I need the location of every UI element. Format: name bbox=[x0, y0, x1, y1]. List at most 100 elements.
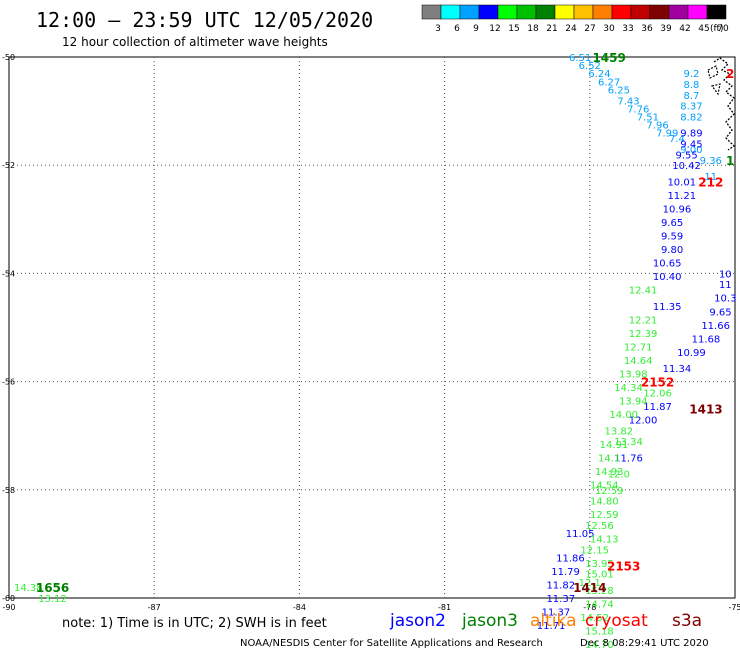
legend-label: 70 bbox=[717, 24, 729, 34]
y-tick-label: -54 bbox=[2, 269, 15, 278]
satellite-name: s3a bbox=[672, 611, 702, 631]
wave-height-value: 9.2 bbox=[683, 69, 699, 80]
legend-label: 33 bbox=[622, 24, 633, 34]
wave-height-value: 8.37 bbox=[680, 102, 702, 113]
wave-height-value: 15.01 bbox=[585, 570, 614, 581]
wave-height-value: 7.99 bbox=[656, 129, 678, 140]
y-tick-label: -56 bbox=[2, 378, 15, 387]
wave-height-value: 14.52 bbox=[580, 613, 609, 624]
page-subtitle: 12 hour collection of altimeter wave hei… bbox=[62, 35, 328, 49]
legend-swatch bbox=[535, 4, 556, 20]
wave-height-value: 11.66 bbox=[701, 321, 730, 332]
legend-label: 39 bbox=[660, 24, 672, 34]
legend-swatch bbox=[668, 4, 689, 20]
legend-label: 12 bbox=[489, 24, 500, 34]
legend-swatch bbox=[421, 4, 442, 20]
legend-label: 27 bbox=[584, 24, 595, 34]
satellite-name: jason2 bbox=[389, 611, 446, 631]
wave-height-value: 13.98 bbox=[619, 369, 648, 380]
legend-label: 42 bbox=[679, 24, 690, 34]
wave-height-value: 9.59 bbox=[661, 232, 683, 243]
footer-note: note: 1) Time is in UTC; 2) SWH is in fe… bbox=[62, 616, 327, 631]
legend-swatch bbox=[706, 4, 727, 20]
pass-time-label: 2152 bbox=[641, 376, 674, 390]
wave-height-value: 10.3 bbox=[714, 294, 736, 305]
legend-label: 36 bbox=[641, 24, 653, 34]
wave-height-value: 7.43 bbox=[617, 96, 639, 107]
legend-swatch bbox=[554, 4, 575, 20]
legend-unit-label: (ft) bbox=[710, 24, 724, 34]
legend-label: 15 bbox=[508, 24, 519, 34]
wave-height-value: 11.82 bbox=[546, 580, 575, 591]
wave-height-value: 8.8 bbox=[683, 80, 699, 91]
pass-time-label: 1413 bbox=[689, 403, 722, 417]
wave-height-labels: 6.516.526.246.276.257.437.767.517.967.99… bbox=[14, 53, 736, 650]
wave-height-value: 6.24 bbox=[588, 69, 610, 80]
legend-swatch bbox=[630, 4, 651, 20]
wave-height-value: 11.79 bbox=[551, 567, 580, 578]
axis-tick-labels: -50 -52 -54 -56 -58 -87 -84 -81 -78 -75 -60-90 bbox=[2, 53, 740, 612]
wave-height-value: 15.18 bbox=[585, 626, 614, 637]
pass-time-label: 1656 bbox=[36, 581, 69, 595]
legend-swatch bbox=[592, 4, 613, 20]
wave-height-value: 7.96 bbox=[646, 121, 668, 132]
wave-height-value: 14.70 bbox=[585, 640, 614, 650]
wave-height-value: 6.25 bbox=[608, 85, 630, 96]
legend-swatch bbox=[573, 4, 594, 20]
legend-swatch bbox=[497, 4, 518, 20]
x-tick-label: -75 bbox=[728, 603, 740, 612]
wave-height-value: 14.38 bbox=[14, 583, 43, 594]
legend-label: 24 bbox=[565, 24, 577, 34]
legend-swatch bbox=[478, 4, 499, 20]
wave-height-value: 7.4 bbox=[669, 134, 685, 145]
coastline-path bbox=[713, 57, 736, 151]
wave-height-value: 14.34 bbox=[614, 383, 643, 394]
x-tick-label: -87 bbox=[148, 603, 161, 612]
wave-height-value: 14.80 bbox=[590, 497, 619, 508]
wave-height-value: 14.93 bbox=[595, 467, 624, 478]
wave-height-value: 12.71 bbox=[624, 342, 653, 353]
y-tick-label: -50 bbox=[2, 53, 15, 62]
pass-time-label: 2153 bbox=[607, 560, 640, 574]
legend-swatch bbox=[516, 4, 537, 20]
coastline-outline bbox=[707, 57, 736, 151]
wave-height-value: 13.82 bbox=[605, 426, 634, 437]
footer-credit: NOAA/NESDIS Center for Satellite Applica… bbox=[240, 638, 543, 649]
wave-height-value: 15.28 bbox=[585, 586, 614, 597]
wave-height-value: 10.99 bbox=[677, 348, 706, 359]
pass-time-label: 1459 bbox=[592, 51, 625, 65]
wave-height-value: 9.00 bbox=[680, 145, 702, 156]
legend-label: 6 bbox=[454, 24, 460, 34]
wave-height-value: 8.7 bbox=[683, 91, 699, 102]
map-frame bbox=[8, 56, 736, 599]
wave-height-value: 12.15 bbox=[580, 545, 609, 556]
wave-height-value: 10.01 bbox=[667, 177, 696, 188]
page-title: 12:00 – 23:59 UTC 12/05/2020 bbox=[36, 8, 373, 32]
wave-height-value: 7.51 bbox=[637, 113, 659, 124]
wave-height-value: 9.36 bbox=[700, 156, 722, 167]
wave-height-value: 12.21 bbox=[629, 315, 658, 326]
island-outline bbox=[707, 65, 721, 96]
wave-height-value: 12.41 bbox=[629, 286, 658, 297]
wave-height-value: 13.34 bbox=[614, 437, 643, 448]
wave-height-value: 12.1 bbox=[579, 578, 601, 589]
wave-height-value: 11.35 bbox=[653, 302, 682, 313]
wave-height-value: 11.68 bbox=[692, 334, 721, 345]
wave-height-value: 9.65 bbox=[709, 307, 731, 318]
wave-height-value: 12.59 bbox=[590, 510, 619, 521]
legend-label: 3 bbox=[435, 24, 441, 34]
wave-height-value: 10 bbox=[719, 269, 732, 280]
wave-height-value: 10.40 bbox=[653, 272, 682, 283]
x-tick-label: -81 bbox=[438, 603, 451, 612]
wave-height-value: 11.87 bbox=[643, 402, 672, 413]
pass-time-label: 2 bbox=[726, 67, 734, 81]
wave-height-value: 11.37 bbox=[546, 594, 575, 605]
wave-height-value: 11.37 bbox=[542, 608, 571, 619]
pass-time-label: 212 bbox=[698, 175, 723, 189]
wave-height-value: 12.00 bbox=[629, 415, 658, 426]
wave-height-value: 14.91 bbox=[600, 440, 629, 451]
wave-height-value: 11.34 bbox=[663, 364, 692, 375]
wave-height-value: 9.55 bbox=[675, 150, 697, 161]
